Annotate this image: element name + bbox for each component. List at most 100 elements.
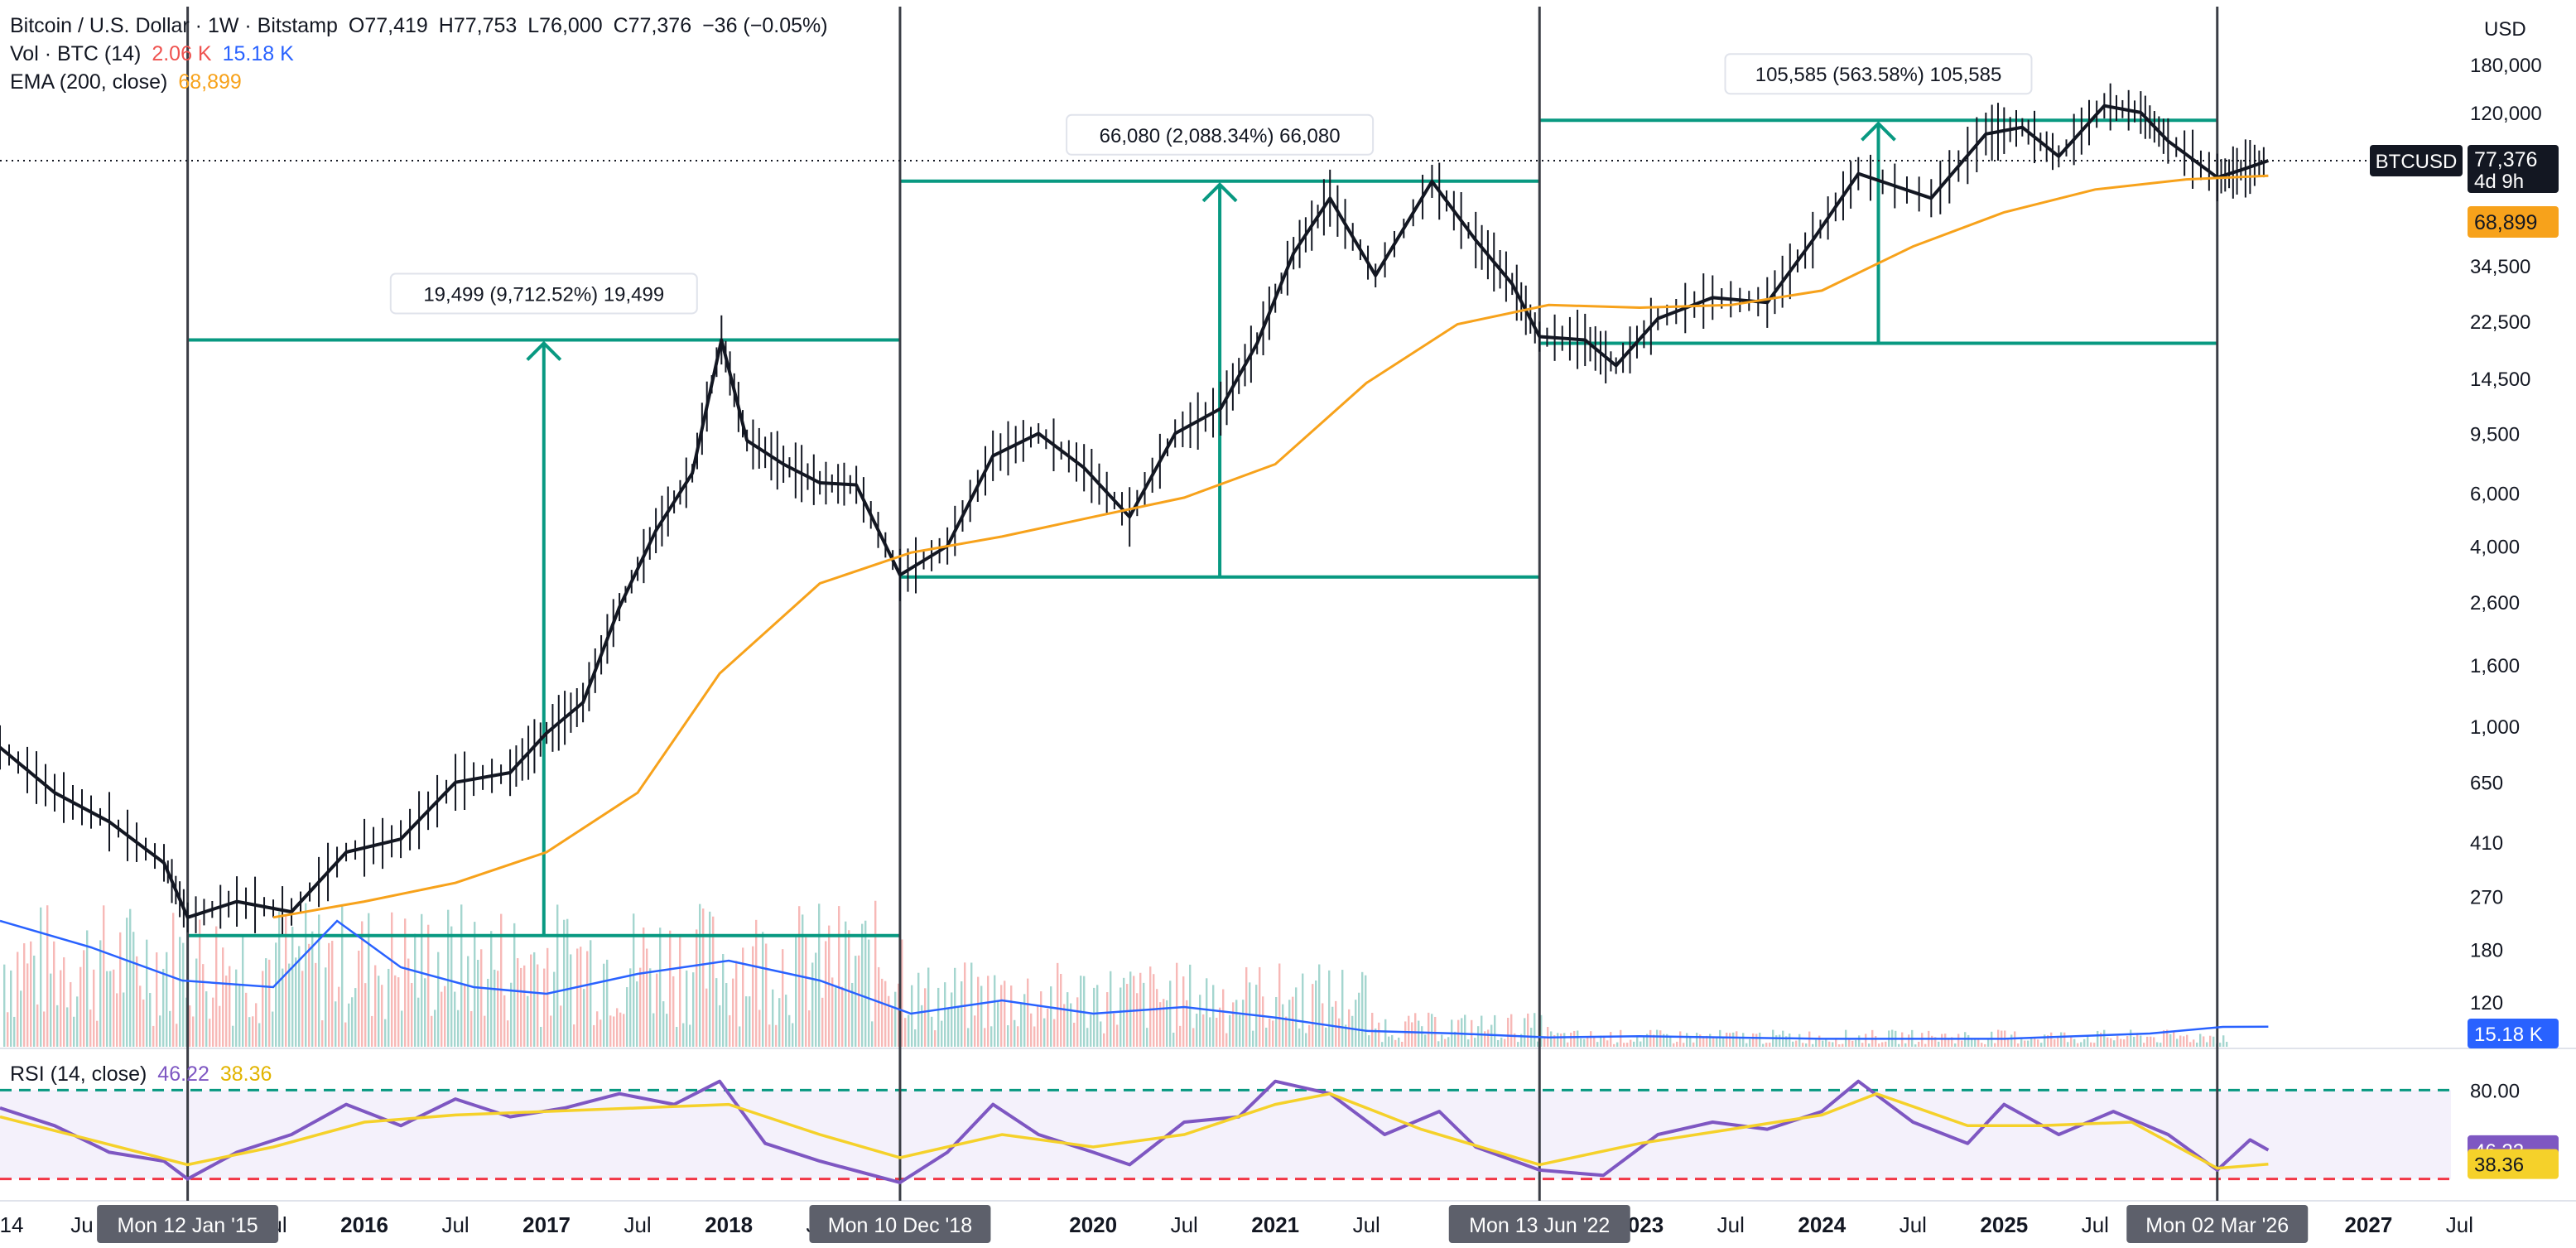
volume-bar xyxy=(911,985,913,1047)
volume-bar xyxy=(341,904,344,1047)
volume-bar xyxy=(1606,1040,1609,1047)
volume-bar xyxy=(1057,962,1059,1047)
volume-bar xyxy=(2073,1038,2076,1047)
volume-bar xyxy=(272,1011,274,1047)
time-axis[interactable]: 14 Ju Jul 2016 Jul 2017 Jul 2018 Jul 2020 Jul 2021 J… xyxy=(0,1205,2473,1243)
price-tick-120: 120 xyxy=(2470,992,2503,1014)
volume-bar xyxy=(60,970,62,1047)
volume-bar xyxy=(696,929,698,1047)
volume-bar xyxy=(1388,1036,1390,1047)
volume-bar xyxy=(821,997,824,1047)
time-marker-box-3 xyxy=(1448,1205,1630,1243)
volume-bar xyxy=(1186,1000,1188,1047)
volume-bar xyxy=(1467,1039,1470,1047)
volume-bar xyxy=(1613,1043,1615,1047)
volume-bar xyxy=(1023,994,1026,1047)
volume-bar xyxy=(1278,963,1281,1047)
volume-bar xyxy=(1580,1038,1582,1047)
volume-bar xyxy=(1381,1042,1384,1047)
volume-bar xyxy=(1795,1040,1798,1047)
ohlc-low: L76,000 xyxy=(527,14,603,37)
volume-legend[interactable]: Vol · BTC (14) 2.06 K 15.18 K xyxy=(10,40,299,68)
ohlc-close: C77,376 xyxy=(613,14,692,37)
volume-bar xyxy=(2219,1043,2222,1047)
volume-bar xyxy=(23,943,26,1047)
volume-bar xyxy=(1000,985,1003,1047)
time-label-Jul: Jul xyxy=(1353,1212,1380,1237)
price-axis[interactable]: 180,000 120,000 34,500 22,500 14,500 9,500 6,0… xyxy=(2470,55,2542,1102)
volume-bar xyxy=(1941,1034,1943,1047)
volume-bar xyxy=(1679,1031,1682,1047)
volume-bar xyxy=(441,991,443,1047)
volume-bar xyxy=(46,905,49,1047)
volume-bar xyxy=(480,949,483,1047)
volume-bar xyxy=(2034,1038,2036,1047)
volume-bar xyxy=(1649,1029,1652,1047)
volume-bar xyxy=(325,967,327,1047)
volume-bar xyxy=(427,924,430,1047)
volume-bar xyxy=(2080,1042,2082,1047)
volume-bar xyxy=(1212,985,1215,1047)
volume-bar xyxy=(1219,1007,1221,1047)
volume-bar xyxy=(397,977,400,1047)
volume-bar xyxy=(1292,996,1294,1047)
volume-bar xyxy=(139,985,142,1047)
volume-bar xyxy=(556,904,559,1047)
volume-bar xyxy=(132,932,135,1047)
currency-label[interactable]: USD xyxy=(2484,18,2526,41)
symbol-legend[interactable]: Bitcoin / U.S. Dollar · 1W · Bitstamp O7… xyxy=(10,12,833,40)
volume-bar xyxy=(808,1010,811,1047)
volume-bar xyxy=(2030,1038,2033,1047)
volume-bar xyxy=(388,968,390,1047)
volume-bar xyxy=(652,1013,655,1047)
volume-bar xyxy=(1971,1038,1973,1047)
volume-bar xyxy=(1275,996,1278,1047)
measurement-boxes[interactable]: 19,499 (9,712.52%) 19,499 66,080 (2,088.3… xyxy=(187,53,2217,937)
volume-bar xyxy=(500,913,503,1047)
volume-bar xyxy=(739,1026,741,1047)
volume-bar xyxy=(1040,991,1042,1047)
volume-bar xyxy=(580,947,582,1047)
volume-bar xyxy=(1719,1029,1721,1047)
volume-bar xyxy=(937,987,940,1047)
symbol-badge-text: BTCUSD xyxy=(2376,151,2458,173)
volume-bar xyxy=(1742,1033,1745,1047)
volume-bar xyxy=(835,987,837,1047)
volume-bar xyxy=(1136,993,1139,1047)
volume-bar xyxy=(1100,1021,1102,1047)
volume-bar xyxy=(156,952,158,1047)
volume-bar xyxy=(662,1001,665,1047)
rsi-legend[interactable]: RSI (14, close) 46.22 38.36 xyxy=(10,1060,277,1088)
volume-bar xyxy=(762,932,764,1047)
volume-bar xyxy=(358,950,360,1047)
volume-bar xyxy=(474,922,476,1047)
volume-bar xyxy=(1014,1019,1016,1047)
volume-bar xyxy=(1563,1033,1566,1047)
volume-bar xyxy=(1987,1038,1990,1047)
volume-bar xyxy=(417,997,420,1047)
ema-legend[interactable]: EMA (200, close) 68,899 xyxy=(10,68,247,96)
volume-bar xyxy=(2116,1035,2119,1047)
time-marker-box-4 xyxy=(2126,1205,2309,1243)
volume-bar xyxy=(1673,1043,1675,1047)
volume-bar xyxy=(172,913,175,1047)
volume-bar xyxy=(434,1009,436,1047)
volume-bar xyxy=(176,1024,178,1047)
volume-bar xyxy=(725,982,728,1047)
volume-bar xyxy=(921,1005,923,1047)
volume-bar xyxy=(1868,1043,1871,1047)
volume-bar xyxy=(540,1026,542,1047)
volume-bar xyxy=(235,969,238,1047)
volume-bar xyxy=(1948,1039,1950,1047)
volume-bar xyxy=(719,1005,721,1047)
volume-bar xyxy=(629,968,632,1047)
volume-bar xyxy=(344,1022,347,1047)
volume-bar xyxy=(1659,1030,1662,1047)
volume-bar xyxy=(328,942,330,1047)
volume-legend-value2: 15.18 K xyxy=(222,42,294,65)
volume-bar xyxy=(1076,997,1079,1047)
vertical-lines[interactable] xyxy=(186,7,2219,1201)
volume-bar xyxy=(116,993,118,1047)
volume-bar xyxy=(13,1016,16,1047)
